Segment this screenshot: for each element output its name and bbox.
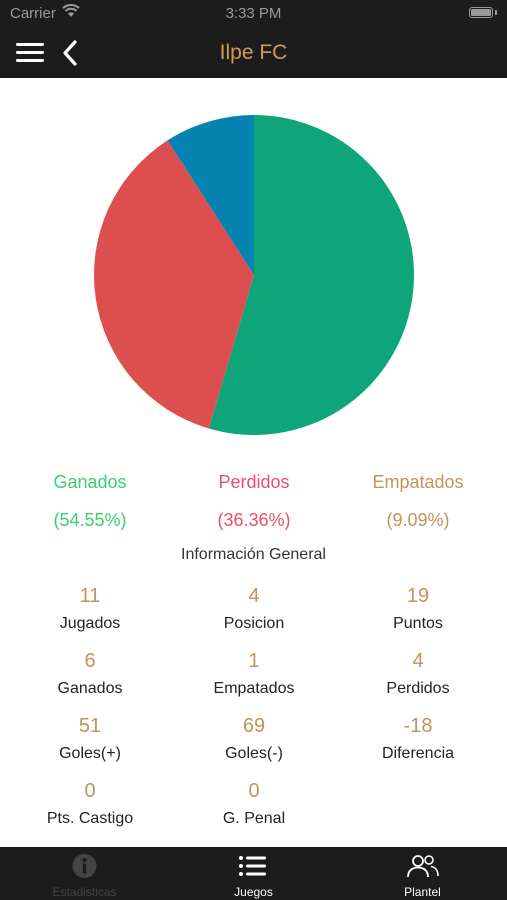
- page-title: Ilpe FC: [219, 41, 288, 64]
- stat-value: 4: [412, 650, 424, 672]
- section-title: Información General: [181, 546, 326, 563]
- stat-value: 0: [84, 780, 96, 802]
- stat-posicion: 4 Posicion: [170, 583, 338, 635]
- stat-value: 4: [248, 585, 260, 607]
- stat-diferencia: -18 Diferencia: [334, 713, 502, 765]
- stat-goles-favor: 51 Goles(+): [6, 713, 174, 765]
- pie-slice-empatados: [167, 115, 254, 275]
- stat-value: 0: [248, 780, 260, 802]
- stat-goles-contra: 69 Goles(-): [170, 713, 338, 765]
- tab-label: Juegos: [234, 885, 273, 899]
- tab-bar: Estadisticas Juegos Plantel: [0, 847, 507, 900]
- legend-ganados: Ganados (54.55%): [6, 470, 174, 532]
- stat-label: Perdidos: [386, 680, 450, 697]
- stat-value: 11: [79, 585, 101, 607]
- stat-pts-castigo: 0 Pts. Castigo: [6, 778, 174, 830]
- menu-button[interactable]: [14, 40, 46, 66]
- pie-chart-svg: [94, 115, 415, 435]
- wifi-icon: [62, 4, 80, 17]
- stat-label: Diferencia: [381, 745, 455, 762]
- stat-g-penal: 0 G. Penal: [170, 778, 338, 830]
- tab-estadisticas[interactable]: Estadisticas: [0, 847, 169, 900]
- legend-label: Ganados: [53, 472, 127, 492]
- stat-perdidos: 4 Perdidos: [334, 648, 502, 700]
- stat-value: 19: [406, 585, 430, 607]
- stat-ganados: 6 Ganados: [6, 648, 174, 700]
- stat-value: 51: [78, 715, 102, 737]
- list-icon: [239, 856, 266, 876]
- tab-label: Plantel: [404, 885, 441, 899]
- stat-label: Goles(-): [225, 745, 283, 762]
- legend-label: Perdidos: [218, 472, 290, 492]
- tab-plantel[interactable]: Plantel: [338, 847, 507, 900]
- legend-percent: (9.09%): [386, 510, 450, 530]
- info-icon: [72, 854, 97, 878]
- battery-icon: [469, 7, 493, 18]
- stat-puntos: 19 Puntos: [334, 583, 502, 635]
- legend-label: Empatados: [372, 472, 464, 492]
- stat-value: 1: [248, 650, 260, 672]
- stat-label: Ganados: [57, 680, 123, 697]
- stat-empatados: 1 Empatados: [170, 648, 338, 700]
- tab-juegos[interactable]: Juegos: [169, 847, 338, 900]
- pie-slice-perdidos: [94, 140, 254, 429]
- legend-perdidos: Perdidos (36.36%): [170, 470, 338, 532]
- tab-label: Estadisticas: [52, 885, 117, 899]
- pie-chart: [92, 113, 416, 437]
- stat-label: Jugados: [59, 615, 121, 632]
- people-icon: [407, 855, 439, 878]
- stat-label: Goles(+): [59, 745, 121, 762]
- back-chevron-icon[interactable]: [58, 38, 84, 68]
- legend-percent: (54.55%): [53, 510, 127, 530]
- stat-jugados: 11 Jugados: [6, 583, 174, 635]
- stat-label: Posicion: [223, 615, 285, 632]
- pie-slice-ganados: [208, 115, 415, 435]
- stat-label: Empatados: [213, 680, 295, 697]
- stat-value: 6: [84, 650, 96, 672]
- stat-label: Pts. Castigo: [46, 810, 134, 827]
- navigation-bar: Carrier 3:33 PM Ilpe FC: [0, 0, 507, 78]
- battery-tip: [495, 10, 497, 15]
- stat-label: Puntos: [393, 615, 443, 632]
- legend-percent: (36.36%): [217, 510, 291, 530]
- stat-value: 69: [242, 715, 266, 737]
- legend-empatados: Empatados (9.09%): [334, 470, 502, 532]
- status-time: 3:33 PM: [225, 5, 282, 22]
- stat-value: -18: [403, 715, 433, 737]
- stat-label: G. Penal: [222, 810, 286, 827]
- status-bar: Carrier 3:33 PM: [0, 0, 507, 26]
- carrier-label: Carrier: [10, 5, 56, 22]
